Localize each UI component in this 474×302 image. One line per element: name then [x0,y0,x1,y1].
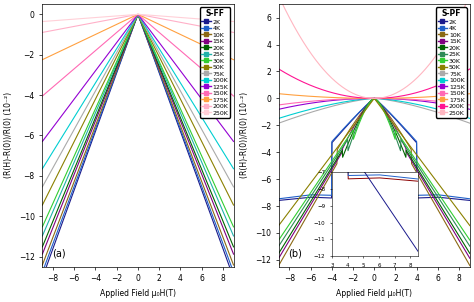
Y-axis label: (R(H)-R(0))/R(0) (10⁻²): (R(H)-R(0))/R(0) (10⁻²) [4,92,13,178]
Text: (b): (b) [288,248,302,258]
Text: (a): (a) [52,248,65,258]
Y-axis label: (R(H)-R(0))/R(0) (10⁻²): (R(H)-R(0))/R(0) (10⁻²) [240,92,249,178]
Legend: 2K, 4K, 10K, 15K, 20K, 25K, 30K, 50K, 75K, 100K, 125K, 150K, 175K, 200K, 250K: 2K, 4K, 10K, 15K, 20K, 25K, 30K, 50K, 75… [200,7,230,117]
X-axis label: Applied Field μ₀H(T): Applied Field μ₀H(T) [336,289,412,298]
Legend: 2K, 4K, 10K, 15K, 20K, 25K, 30K, 50K, 75K, 100K, 125K, 150K, 175K, 200K, 250K: 2K, 4K, 10K, 15K, 20K, 25K, 30K, 50K, 75… [436,7,467,117]
X-axis label: Applied Field μ₀H(T): Applied Field μ₀H(T) [100,289,176,298]
